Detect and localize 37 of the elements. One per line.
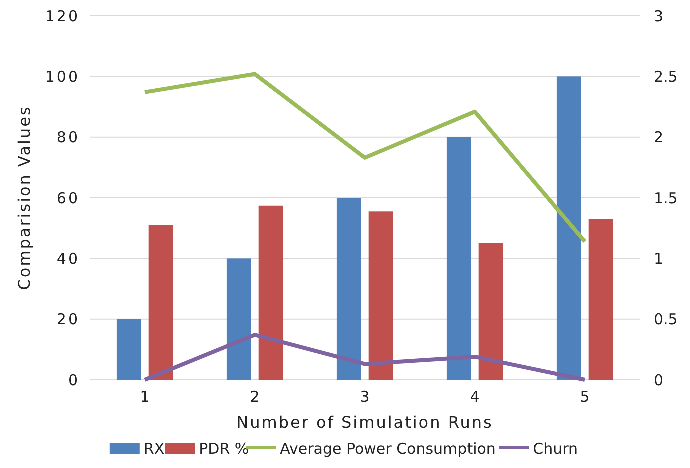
line-series <box>143 72 587 244</box>
y2-tick-label: 0.5 <box>654 310 678 329</box>
y2-tick-label: 2 <box>654 128 664 147</box>
legend-label: PDR % <box>199 440 250 458</box>
legend-label: RX <box>144 440 165 458</box>
bar <box>588 219 614 380</box>
y2-tick-label: 3 <box>654 7 664 26</box>
y-tick-label: 120 <box>45 7 80 26</box>
y-axis-title: Comparision Values <box>15 106 34 290</box>
legend-label: Churn <box>533 440 578 458</box>
y-tick-label: 0 <box>68 371 80 390</box>
bar <box>116 319 142 380</box>
y2-tick-label: 0 <box>654 371 664 390</box>
y2-tick-label: 1 <box>654 250 664 268</box>
y-tick-label: 100 <box>45 68 80 86</box>
bar <box>556 76 582 380</box>
bar <box>446 137 472 380</box>
bar <box>258 206 284 380</box>
bar <box>368 212 394 380</box>
y-tick-label: 80 <box>56 128 80 147</box>
y-tick-label: 60 <box>56 189 80 208</box>
y2-tick-label: 2.5 <box>654 68 678 86</box>
bar <box>336 198 362 380</box>
x-tick-label: 1 <box>140 388 150 406</box>
bar <box>148 225 174 380</box>
x-tick-label: 4 <box>470 388 480 406</box>
x-tick-label: 5 <box>580 388 590 406</box>
legend-label: Average Power Consumption <box>280 440 496 458</box>
bar <box>478 244 504 380</box>
x-axis-title: Number of Simulation Runs <box>236 413 494 432</box>
y2-tick-label: 1.5 <box>654 189 678 208</box>
line-series <box>143 333 587 382</box>
bar <box>226 258 252 380</box>
y-tick-label: 40 <box>56 250 80 268</box>
y-tick-label: 20 <box>56 310 80 329</box>
x-tick-label: 2 <box>250 388 260 406</box>
x-tick-label: 3 <box>360 388 370 406</box>
